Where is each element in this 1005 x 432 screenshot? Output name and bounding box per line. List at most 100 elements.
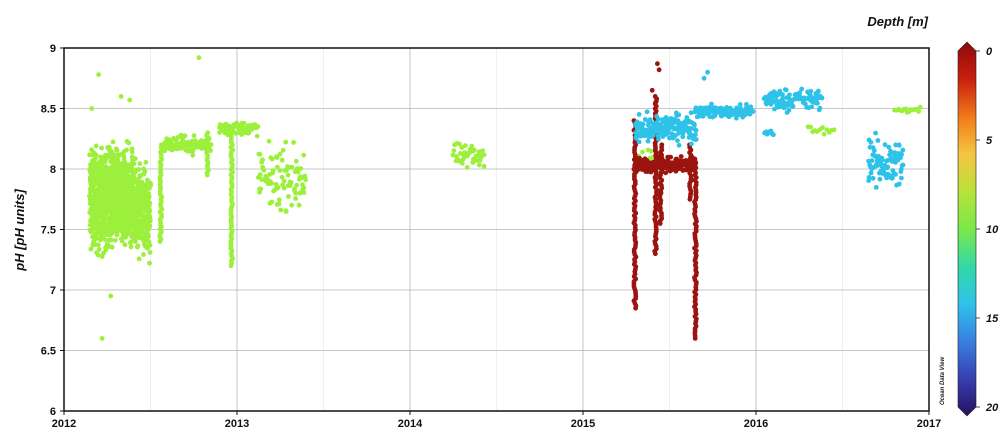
data-point	[269, 199, 275, 205]
data-point	[127, 97, 133, 103]
data-point	[917, 104, 923, 110]
data-point	[652, 94, 658, 99]
data-point	[705, 69, 710, 75]
data-point	[659, 142, 665, 148]
data-point	[768, 101, 774, 107]
data-point	[688, 110, 694, 116]
data-point	[128, 244, 134, 250]
data-point	[821, 131, 827, 137]
data-point	[693, 132, 698, 138]
data-point	[102, 237, 108, 243]
y-tick-label: 8	[50, 164, 56, 176]
colorbar-tick-label: 10	[986, 224, 999, 236]
data-point	[771, 132, 776, 138]
data-point	[464, 165, 470, 170]
data-point	[471, 147, 477, 153]
data-point	[295, 169, 301, 175]
data-point	[269, 180, 274, 186]
data-point	[137, 174, 143, 180]
data-point	[637, 155, 642, 161]
data-point	[780, 96, 785, 101]
data-point	[463, 143, 468, 149]
data-point	[873, 185, 879, 190]
data-point	[481, 152, 487, 158]
data-point	[916, 109, 921, 114]
data-point	[136, 256, 142, 262]
colorbar-tick-label: 0	[986, 46, 993, 58]
data-point	[701, 75, 707, 81]
data-point	[896, 181, 902, 187]
data-point	[285, 172, 291, 178]
data-point	[678, 154, 684, 159]
y-tick-label: 7	[50, 285, 56, 297]
data-point	[114, 232, 120, 238]
colorbar-ramp	[957, 41, 977, 417]
data-point	[94, 235, 99, 241]
data-point	[260, 157, 265, 163]
data-point	[96, 247, 102, 252]
data-point	[99, 145, 104, 151]
data-point	[298, 166, 304, 171]
data-point	[99, 162, 105, 168]
data-point	[173, 138, 179, 144]
data-point	[656, 116, 661, 122]
data-point	[266, 138, 272, 144]
data-point	[656, 67, 662, 73]
data-point	[663, 170, 669, 176]
data-point	[649, 87, 655, 93]
data-point	[816, 88, 821, 94]
data-point	[283, 139, 289, 145]
data-point	[462, 150, 467, 156]
y-tick-label: 9	[50, 43, 56, 55]
data-point	[831, 127, 837, 133]
data-point	[815, 100, 820, 106]
x-tick-label: 2017	[917, 418, 941, 430]
data-point	[896, 142, 902, 148]
data-point	[772, 90, 778, 95]
data-point	[291, 140, 296, 145]
data-point	[787, 92, 792, 98]
data-point	[119, 238, 125, 244]
data-point	[808, 88, 814, 94]
data-point	[293, 158, 299, 164]
data-point	[190, 152, 196, 158]
data-point	[634, 134, 640, 139]
data-point	[122, 159, 128, 165]
data-point	[693, 160, 699, 166]
data-point	[141, 252, 146, 257]
data-point	[143, 159, 149, 165]
data-point	[748, 104, 754, 110]
data-point	[871, 148, 877, 154]
data-point	[254, 133, 260, 139]
data-point	[480, 148, 485, 154]
data-point	[93, 152, 99, 158]
data-point	[693, 137, 699, 142]
data-point	[280, 147, 286, 153]
data-point	[808, 124, 814, 130]
data-point	[289, 202, 295, 208]
data-point	[102, 220, 107, 226]
data-point	[126, 140, 132, 146]
data-point	[132, 156, 138, 162]
data-point	[642, 117, 648, 122]
data-point	[653, 100, 659, 105]
data-point	[228, 130, 234, 136]
data-point	[147, 250, 153, 255]
data-point	[278, 207, 284, 213]
data-point	[777, 88, 783, 94]
data-point	[797, 90, 802, 96]
data-point	[667, 135, 672, 141]
data-point	[640, 121, 646, 127]
data-point	[109, 244, 115, 250]
data-point	[819, 95, 825, 101]
data-point	[136, 167, 142, 172]
colorbar-title: Depth [m]	[867, 14, 928, 29]
data-point	[286, 194, 291, 199]
data-point	[689, 141, 694, 147]
data-point	[636, 139, 642, 145]
data-point	[277, 168, 283, 173]
data-point	[737, 102, 743, 107]
data-point	[887, 152, 893, 158]
